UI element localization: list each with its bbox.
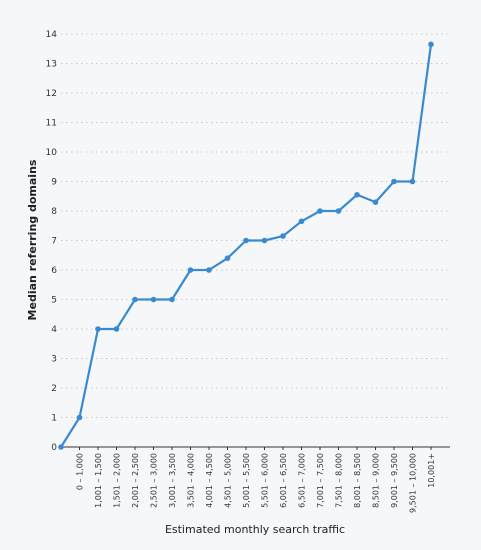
- y-tick-label: 3: [51, 355, 57, 365]
- x-tick-label: 2,501 – 3,000: [150, 453, 159, 508]
- y-tick-label: 9: [51, 178, 57, 188]
- x-tick-label: 3,501 – 4,000: [187, 453, 196, 508]
- x-tick-label: 1,001 – 1,500: [94, 453, 103, 508]
- x-tick-label: 4,001 – 4,500: [205, 453, 214, 508]
- data-point: [169, 296, 175, 303]
- data-point: [243, 237, 249, 244]
- y-tick-label: 1: [51, 414, 57, 424]
- y-tick-label: 2: [51, 384, 57, 394]
- data-point: [391, 178, 397, 185]
- y-tick-label: 12: [46, 89, 57, 99]
- data-point: [372, 199, 379, 205]
- data-point: [58, 444, 64, 450]
- y-axis-title: Median referring domains: [26, 159, 39, 320]
- data-point: [224, 255, 231, 261]
- y-tick-label: 14: [46, 30, 58, 40]
- x-tick-label: 9,501 – 10,000: [409, 453, 418, 513]
- data-point: [428, 41, 434, 48]
- x-tick-label: 10,001+: [427, 453, 436, 488]
- y-tick-label: 0: [51, 443, 57, 453]
- data-point: [187, 267, 194, 273]
- y-tick-label: 11: [46, 119, 57, 129]
- y-tick-label: 8: [51, 207, 57, 217]
- x-tick-label: 6,001 – 6,500: [279, 453, 288, 508]
- data-point: [206, 267, 212, 273]
- data-point: [409, 178, 416, 185]
- grid: [61, 33, 450, 418]
- x-tick-label: 5,001 – 5,500: [242, 453, 251, 508]
- y-tick-label: 4: [51, 325, 57, 335]
- series-line: [59, 43, 433, 449]
- series: [58, 41, 434, 450]
- y-tick-label: 5: [51, 296, 57, 306]
- x-tick-label: 0 – 1,000: [76, 453, 85, 490]
- x-tick-label: 2,001 – 2,500: [131, 453, 140, 508]
- x-tick-label: 3,001 – 3,500: [168, 453, 177, 508]
- data-point: [335, 208, 342, 214]
- x-tick-label: 1,501 – 2,000: [113, 453, 122, 508]
- data-point: [280, 233, 286, 239]
- y-tick-label: 6: [51, 266, 57, 276]
- data-point: [317, 208, 323, 214]
- x-tick-label: 7,001 – 7,500: [316, 453, 325, 508]
- y-tick-label: 10: [46, 148, 58, 158]
- data-point: [95, 326, 101, 332]
- x-tick-label: 9,001 – 9,500: [390, 453, 399, 508]
- x-axis-ticks: 0 – 1,000 1,001 – 1,500 1,501 – 2,000 2,001…: [76, 447, 436, 513]
- data-point: [354, 191, 360, 198]
- y-tick-label: 7: [51, 237, 57, 247]
- x-tick-label: 6,501 – 7,000: [298, 453, 307, 508]
- data-point: [113, 326, 120, 332]
- x-tick-label: 8,001 – 8,500: [353, 453, 362, 508]
- data-point: [261, 237, 268, 244]
- data-point: [298, 218, 305, 225]
- x-tick-label: 8,501 – 9,000: [372, 453, 381, 508]
- data-point: [132, 296, 138, 303]
- x-axis-title: Estimated monthly search traffic: [165, 523, 345, 536]
- x-tick-label: 5,501 – 6,000: [261, 453, 270, 508]
- x-tick-label: 7,501 – 8,000: [335, 453, 344, 508]
- x-tick-label: 4,501 – 5,000: [224, 453, 233, 508]
- data-point: [76, 414, 83, 421]
- data-point: [150, 296, 157, 303]
- y-tick-label: 13: [46, 60, 57, 70]
